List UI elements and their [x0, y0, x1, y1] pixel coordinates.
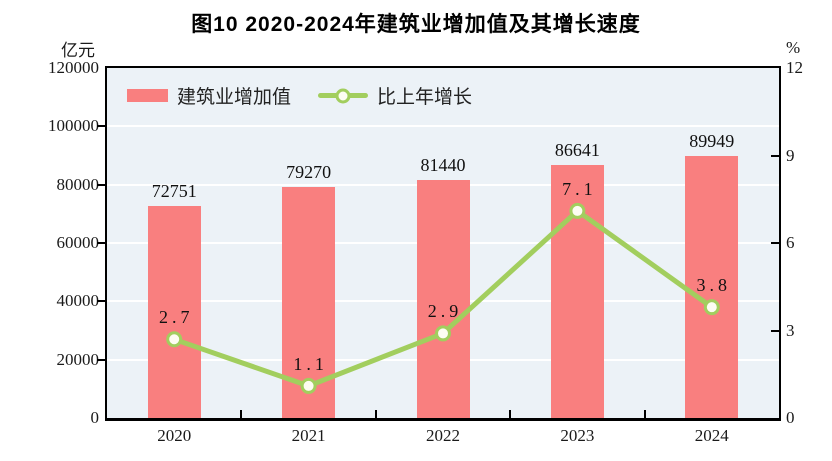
bar-2020 — [147, 205, 201, 418]
bar-value-label: 81440 — [420, 155, 466, 176]
growth-line — [173, 207, 714, 389]
x-axis-label: 2023 — [560, 426, 595, 445]
axis-tick — [643, 410, 646, 418]
chart-title: 图10 2020-2024年建筑业增加值及其增长速度 — [191, 13, 641, 36]
right-axis-tick-label: 3 — [786, 320, 795, 340]
left-axis-tick-label: 0 — [90, 408, 100, 427]
left-axis-tick-label: 80000 — [56, 174, 100, 194]
x-axis-label: 2021 — [291, 426, 326, 445]
right-axis-tick-label: 9 — [786, 145, 795, 165]
axis-tick — [240, 410, 243, 418]
axis-tick — [97, 125, 105, 128]
axis-tick — [771, 329, 779, 332]
axis-tick — [97, 300, 105, 303]
line-marker-icon — [569, 202, 586, 219]
bar-2024 — [685, 155, 739, 418]
axis-tick — [771, 242, 779, 244]
axis-tick — [97, 183, 105, 186]
left-axis-tick-label: 20000 — [56, 349, 100, 369]
line-value-label: 2.9 — [427, 301, 463, 322]
axis-tick — [97, 242, 105, 244]
line-marker-icon — [300, 377, 317, 394]
bar-value-label: 79270 — [286, 161, 332, 182]
axis-tick — [374, 410, 377, 418]
right-axis-tick-label: 0 — [786, 408, 795, 427]
x-axis-label: 2024 — [694, 426, 729, 445]
x-axis-label: 2022 — [426, 426, 460, 445]
right-axis-tick-label: 12 — [786, 58, 803, 77]
growth-line-layer — [166, 202, 720, 394]
line-marker-icon — [703, 299, 720, 316]
bar-2022 — [416, 180, 470, 418]
legend-line-label: 比上年增长 — [377, 87, 473, 108]
gridline — [107, 125, 779, 128]
line-value-label: 2.7 — [158, 307, 194, 328]
legend-bar-swatch — [127, 89, 168, 102]
line-marker-icon — [435, 325, 451, 342]
plot-area: 72751 79270 81440 86641 89949 2.7 1.1 2.9 7.1 3.… — [105, 66, 781, 421]
right-axis-unit-label: % — [786, 38, 801, 57]
right-axis-tick-label: 6 — [786, 233, 795, 252]
left-axis-tick-label: 60000 — [56, 233, 100, 252]
bar-value-label: 89949 — [689, 130, 735, 151]
left-axis-tick-label: 100000 — [48, 116, 99, 136]
left-axis-tick-label: 120000 — [48, 58, 99, 77]
axis-tick — [97, 358, 105, 361]
axis-tick — [509, 410, 512, 418]
legend-bar-label: 建筑业增加值 — [177, 87, 292, 108]
line-value-label: 3.8 — [696, 275, 732, 296]
legend-line-swatch — [318, 88, 369, 103]
x-axis-label: 2020 — [157, 426, 192, 445]
axis-tick — [771, 154, 779, 157]
legend-line-marker-icon — [335, 88, 351, 103]
left-axis-tick-label: 40000 — [56, 291, 100, 311]
line-value-label: 7.1 — [562, 178, 597, 199]
bar-value-label: 72751 — [151, 180, 197, 201]
line-value-label: 1.1 — [293, 353, 328, 374]
line-marker-icon — [166, 331, 183, 348]
bar-value-label: 86641 — [554, 140, 600, 161]
legend: 建筑业增加值 比上年增长 — [127, 82, 472, 109]
left-axis-unit-label: 亿元 — [61, 41, 95, 60]
